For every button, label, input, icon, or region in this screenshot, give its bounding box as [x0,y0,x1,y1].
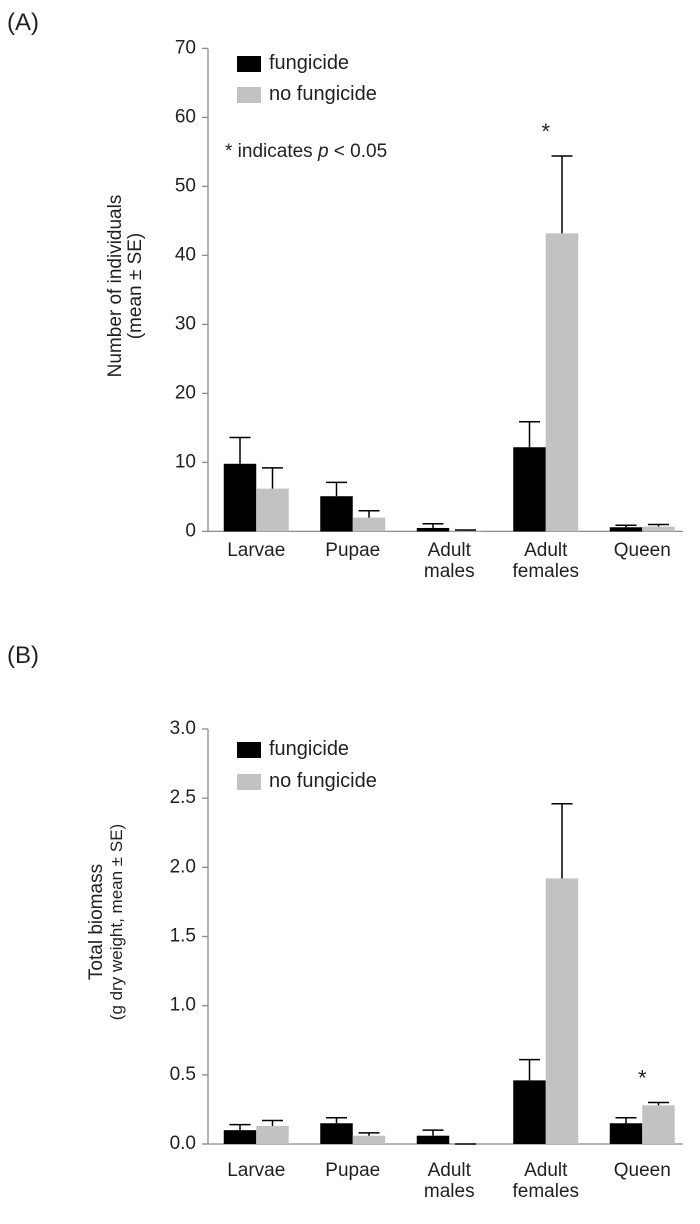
svg-text:(g dry weight, mean ± SE): (g dry weight, mean ± SE) [107,824,126,1020]
svg-text:Adult: Adult [428,540,472,561]
svg-text:(B): (B) [7,642,39,669]
svg-text:males: males [424,1181,475,1202]
svg-text:Adult: Adult [524,540,568,561]
svg-text:2.5: 2.5 [170,787,196,808]
svg-text:no fungicide: no fungicide [269,770,377,792]
svg-text:Queen: Queen [614,1160,671,1181]
svg-text:1.0: 1.0 [170,995,196,1016]
svg-text:Pupae: Pupae [325,540,380,561]
svg-text:0: 0 [185,520,196,541]
svg-text:3.0: 3.0 [170,718,196,739]
svg-text:no fungicide: no fungicide [269,83,377,105]
svg-text:60: 60 [175,106,196,127]
svg-text:1.5: 1.5 [170,926,196,947]
svg-text:70: 70 [175,37,196,58]
svg-text:(mean ± SE): (mean ± SE) [125,233,146,340]
svg-text:10: 10 [175,451,196,472]
svg-text:Pupae: Pupae [325,1160,380,1181]
svg-text:40: 40 [175,244,196,265]
svg-text:50: 50 [175,175,196,196]
svg-text:females: females [512,561,579,582]
svg-text:Larvae: Larvae [227,540,285,561]
svg-text:Number of individuals: Number of individuals [105,195,126,378]
svg-text:females: females [512,1181,579,1202]
svg-text:2.0: 2.0 [170,856,196,877]
svg-text:Adult: Adult [524,1160,568,1181]
svg-text:* indicates p < 0.05: * indicates p < 0.05 [225,141,387,162]
svg-text:0.5: 0.5 [170,1064,196,1085]
svg-text:*: * [638,1066,647,1091]
svg-text:30: 30 [175,313,196,334]
svg-text:Total biomass: Total biomass [86,864,107,980]
svg-text:Larvae: Larvae [227,1160,285,1181]
svg-text:males: males [424,561,475,582]
svg-text:*: * [541,119,550,144]
svg-text:0.0: 0.0 [170,1133,196,1154]
svg-text:fungicide: fungicide [269,52,349,74]
svg-text:fungicide: fungicide [269,738,349,760]
svg-text:20: 20 [175,382,196,403]
svg-text:Adult: Adult [428,1160,472,1181]
svg-text:Queen: Queen [614,540,671,561]
svg-text:(A): (A) [7,9,39,36]
